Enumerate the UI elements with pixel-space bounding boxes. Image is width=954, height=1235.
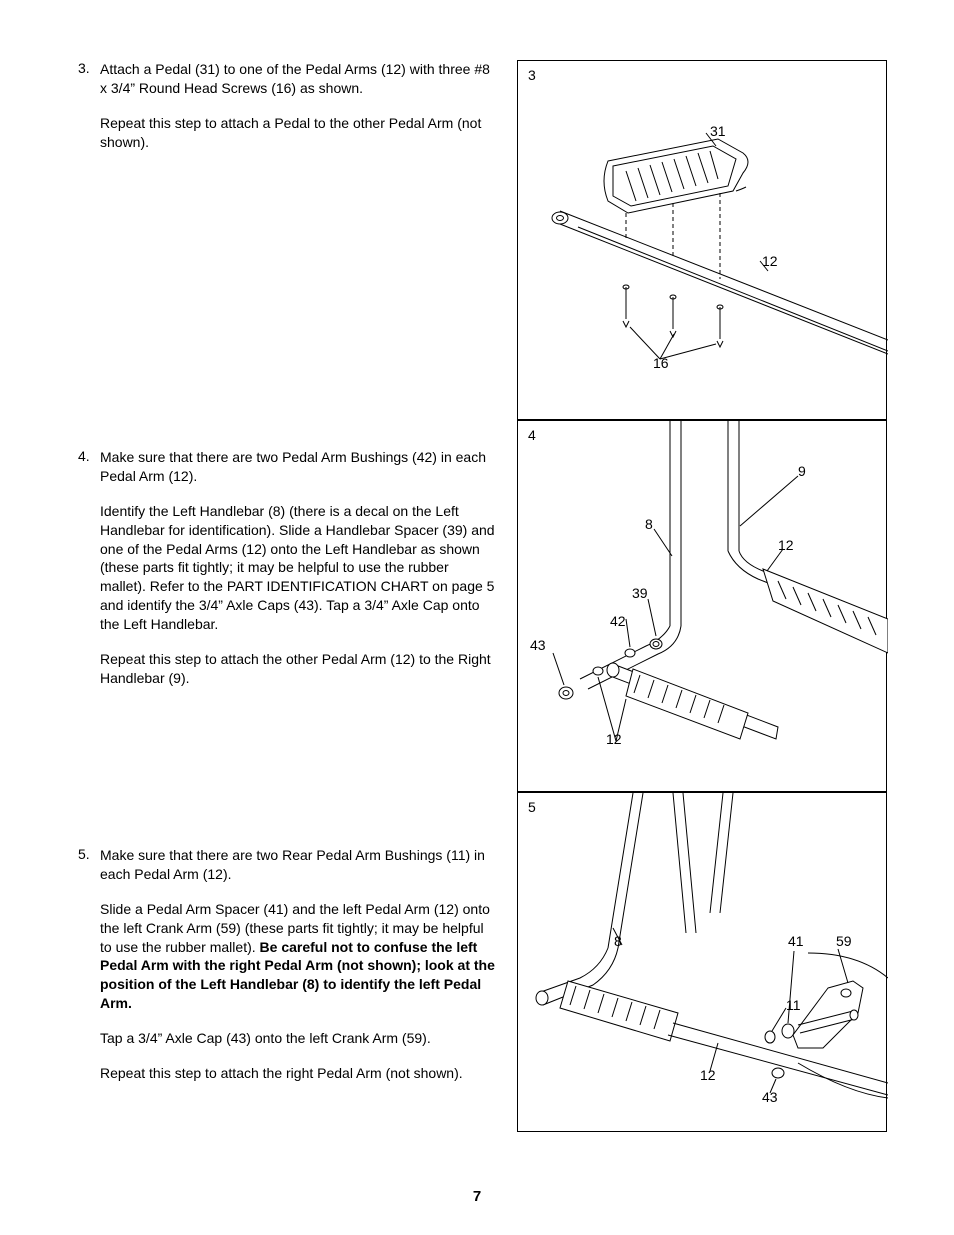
step-number: 5. xyxy=(78,846,100,1186)
callout-12: 12 xyxy=(762,253,778,269)
step-text: Repeat this step to attach a Pedal to th… xyxy=(100,114,497,152)
step-text: Make sure that there are two Pedal Arm B… xyxy=(100,448,497,486)
callout-8: 8 xyxy=(645,516,653,532)
callout-31: 31 xyxy=(710,123,726,139)
step-text: Make sure that there are two Rear Pedal … xyxy=(100,846,497,884)
step-number: 3. xyxy=(78,60,100,420)
figure-3: 3 xyxy=(517,60,887,420)
callout-12: 12 xyxy=(700,1067,716,1083)
figure-5: 5 xyxy=(517,792,887,1132)
callout-41: 41 xyxy=(788,933,804,949)
step-5: 5. Make sure that there are two Rear Ped… xyxy=(78,846,497,1186)
step-body: Make sure that there are two Pedal Arm B… xyxy=(100,448,497,818)
step-number: 4. xyxy=(78,448,100,818)
callout-39: 39 xyxy=(632,585,648,601)
figure-label: 4 xyxy=(528,427,536,443)
callout-12: 12 xyxy=(606,731,622,747)
step-body: Make sure that there are two Rear Pedal … xyxy=(100,846,497,1186)
figure-3-diagram xyxy=(518,61,888,421)
callout-16: 16 xyxy=(653,355,669,371)
callout-11: 11 xyxy=(786,997,801,1013)
step-4: 4. Make sure that there are two Pedal Ar… xyxy=(78,448,497,818)
page-number: 7 xyxy=(0,1188,954,1205)
step-text: Attach a Pedal (31) to one of the Pedal … xyxy=(100,60,497,98)
figures-column: 3 xyxy=(517,60,896,1214)
callout-43: 43 xyxy=(530,637,546,653)
callout-59: 59 xyxy=(836,933,852,949)
instructions-column: 3. Attach a Pedal (31) to one of the Ped… xyxy=(78,60,497,1214)
callout-43: 43 xyxy=(762,1089,778,1105)
page-content: 3. Attach a Pedal (31) to one of the Ped… xyxy=(78,60,896,1214)
callout-9: 9 xyxy=(798,463,806,479)
callout-8: 8 xyxy=(614,933,622,949)
step-text: Identify the Left Handlebar (8) (there i… xyxy=(100,502,497,634)
figure-label: 3 xyxy=(528,67,536,83)
callout-42: 42 xyxy=(610,613,626,629)
step-text: Slide a Pedal Arm Spacer (41) and the le… xyxy=(100,900,497,1013)
figure-4: 4 xyxy=(517,420,887,792)
step-text: Repeat this step to attach the right Ped… xyxy=(100,1064,497,1083)
callout-12: 12 xyxy=(778,537,794,553)
step-body: Attach a Pedal (31) to one of the Pedal … xyxy=(100,60,497,420)
step-3: 3. Attach a Pedal (31) to one of the Ped… xyxy=(78,60,497,420)
step-text: Repeat this step to attach the other Ped… xyxy=(100,650,497,688)
step-text: Tap a 3/4” Axle Cap (43) onto the left C… xyxy=(100,1029,497,1048)
figure-label: 5 xyxy=(528,799,536,815)
figure-4-diagram xyxy=(518,421,888,793)
